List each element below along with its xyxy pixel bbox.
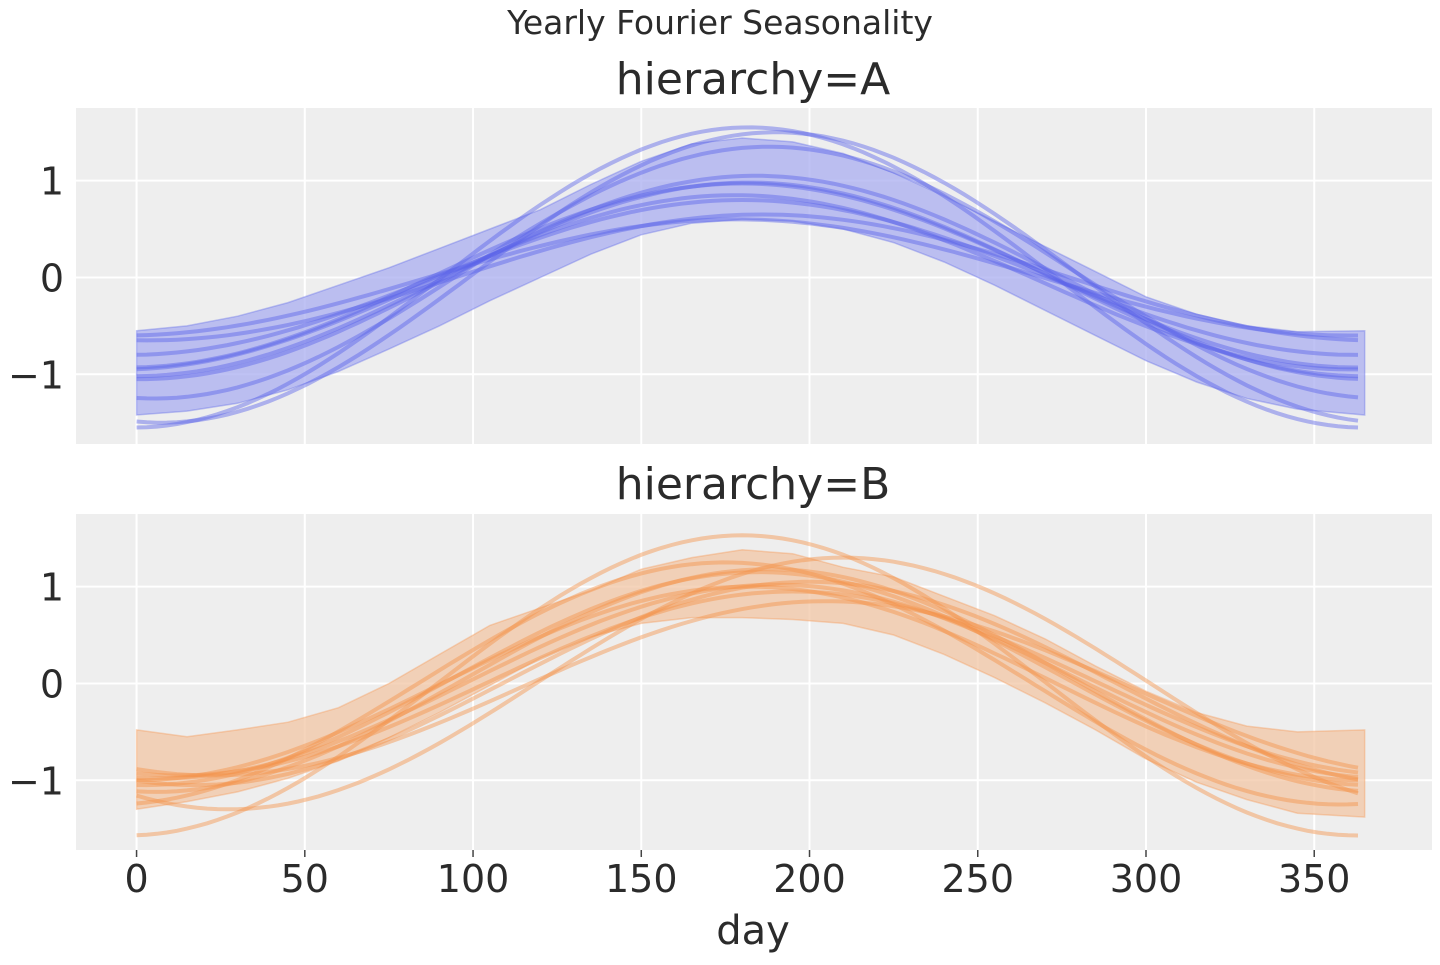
- y-tick-label: 0: [40, 662, 64, 706]
- sample-line-0: [136, 180, 1359, 379]
- chart-suptitle: Yearly Fourier Seasonality: [506, 3, 933, 42]
- sample-line-0: [136, 582, 1359, 781]
- sample-line-9: [136, 567, 1359, 794]
- sample-line-5: [136, 130, 1359, 425]
- sample-line-2: [136, 193, 1358, 372]
- sample-line-7: [136, 212, 1359, 343]
- panel-title-b: hierarchy=B: [616, 459, 891, 510]
- sample-line-5: [136, 560, 1359, 807]
- sample-line-2: [136, 533, 1359, 838]
- panel-title-a: hierarchy=A: [616, 54, 890, 105]
- y-tick-label: 1: [40, 566, 64, 610]
- x-axis-label: day: [716, 908, 790, 954]
- x-tick-label: 150: [605, 857, 678, 901]
- hdi-band: [135, 137, 1366, 416]
- x-tick-label: 100: [437, 857, 510, 901]
- y-tick-label: 1: [40, 160, 64, 204]
- y-tick-label: −1: [8, 759, 64, 803]
- sample-line-4: [136, 589, 1359, 778]
- x-tick-label: 300: [1110, 857, 1183, 901]
- x-tick-label: 50: [281, 857, 329, 901]
- x-tick-label: 0: [124, 857, 148, 901]
- hdi-band: [135, 549, 1366, 818]
- sample-line-9: [136, 217, 1358, 338]
- sample-line-4: [136, 125, 1359, 430]
- x-tick-label: 250: [941, 857, 1014, 901]
- sample-line-6: [136, 197, 1359, 357]
- sample-line-3: [136, 173, 1359, 382]
- x-tick-label: 350: [1278, 857, 1351, 901]
- y-tick-label: −1: [8, 353, 64, 397]
- sample-line-3: [136, 579, 1359, 788]
- sample-line-8: [136, 555, 1359, 812]
- sample-line-1: [136, 570, 1359, 788]
- x-tick-label: 200: [773, 857, 846, 901]
- sample-line-8: [136, 144, 1359, 401]
- panel-0: 1 0 −1: [8, 108, 1432, 444]
- sample-line-1: [136, 181, 1359, 370]
- sample-line-6: [136, 599, 1359, 778]
- y-tick-label: 0: [40, 256, 64, 300]
- panel-1: 1 0 −1: [8, 514, 1432, 850]
- sample-line-7: [136, 584, 1359, 783]
